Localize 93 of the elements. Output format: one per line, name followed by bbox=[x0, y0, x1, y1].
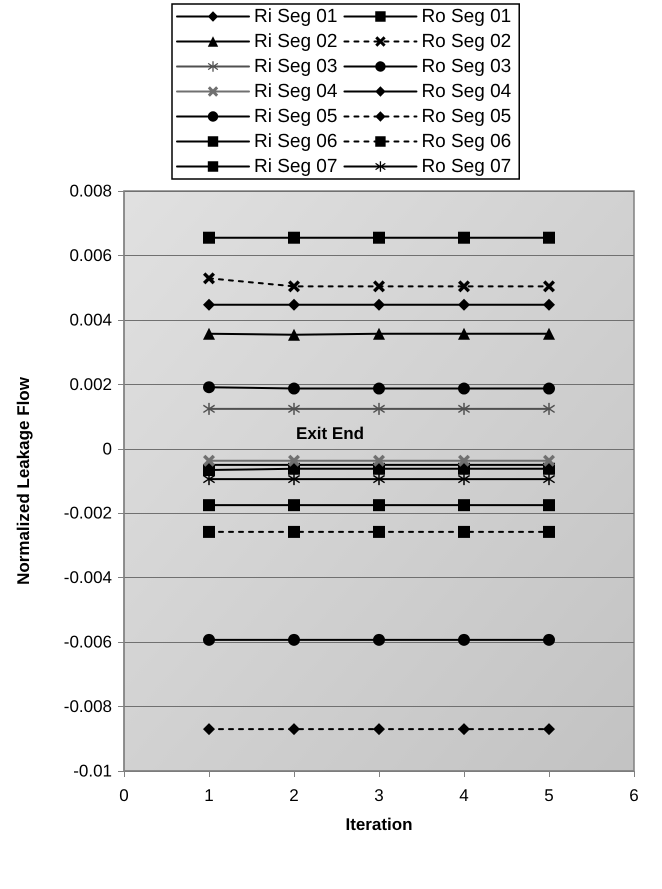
x-axis-title: Iteration bbox=[345, 815, 413, 834]
point bbox=[373, 499, 385, 512]
legend-label: Ri Seg 04 bbox=[254, 81, 338, 102]
y-tick-label: -0.002 bbox=[64, 504, 112, 523]
point bbox=[543, 499, 555, 512]
x-tick-label: 1 bbox=[204, 786, 214, 805]
y-tick-label: -0.004 bbox=[64, 568, 112, 588]
point bbox=[458, 526, 470, 538]
legend-label: Ri Seg 02 bbox=[254, 31, 338, 52]
point bbox=[543, 473, 555, 486]
point bbox=[203, 634, 215, 646]
point bbox=[373, 280, 385, 292]
x-tick-label: 3 bbox=[374, 786, 384, 805]
y-tick-label: 0.008 bbox=[69, 182, 112, 200]
point bbox=[373, 634, 385, 646]
y-axis-title: Normalized Leakage Flow bbox=[14, 376, 33, 585]
point bbox=[373, 328, 385, 340]
point bbox=[458, 328, 470, 340]
point bbox=[543, 634, 555, 646]
point bbox=[458, 280, 470, 292]
x-tick-label: 2 bbox=[289, 786, 299, 805]
point bbox=[458, 473, 470, 486]
y-tick-label: -0.01 bbox=[73, 762, 112, 780]
point bbox=[203, 298, 215, 311]
point bbox=[543, 382, 555, 395]
point bbox=[543, 232, 555, 244]
point bbox=[288, 454, 300, 467]
legend-label: Ri Seg 07 bbox=[254, 156, 338, 177]
point bbox=[543, 723, 555, 736]
point bbox=[288, 526, 300, 538]
legend-label: Ro Seg 04 bbox=[421, 81, 512, 102]
y-tick-label: 0.004 bbox=[69, 310, 112, 330]
point bbox=[203, 381, 215, 394]
point bbox=[288, 402, 300, 415]
point bbox=[543, 298, 555, 311]
point bbox=[203, 526, 215, 538]
point bbox=[543, 454, 555, 467]
point bbox=[203, 402, 215, 415]
x-tick-label: 5 bbox=[544, 786, 554, 805]
point bbox=[288, 280, 300, 292]
point bbox=[288, 298, 300, 311]
legend-label: Ro Seg 06 bbox=[421, 131, 512, 152]
point bbox=[288, 328, 300, 341]
point bbox=[543, 402, 555, 415]
legend-label: Ri Seg 03 bbox=[254, 56, 338, 77]
point bbox=[458, 402, 470, 415]
point bbox=[288, 232, 300, 244]
point bbox=[458, 723, 470, 736]
x-tick-label: 0 bbox=[119, 786, 129, 805]
legend-label: Ro Seg 03 bbox=[421, 56, 512, 77]
point bbox=[203, 272, 215, 284]
point bbox=[373, 473, 385, 486]
point bbox=[458, 382, 470, 395]
point bbox=[543, 280, 555, 292]
legend-label: Ro Seg 01 bbox=[421, 6, 512, 27]
point bbox=[373, 723, 385, 736]
point bbox=[373, 298, 385, 311]
legend-label: Ri Seg 05 bbox=[254, 106, 338, 127]
point bbox=[458, 232, 470, 244]
point bbox=[458, 454, 470, 467]
point bbox=[203, 499, 215, 512]
x-tick-label: 6 bbox=[629, 786, 639, 805]
point bbox=[373, 526, 385, 538]
x-tick-label: 4 bbox=[459, 786, 469, 805]
point bbox=[203, 723, 215, 736]
point bbox=[203, 232, 215, 244]
y-tick-label: 0.006 bbox=[69, 246, 112, 265]
point bbox=[458, 298, 470, 311]
legend-label: Ri Seg 01 bbox=[254, 6, 338, 27]
y-tick-label: -0.008 bbox=[64, 697, 112, 716]
legend-label: Ro Seg 02 bbox=[421, 31, 512, 52]
point bbox=[458, 499, 470, 512]
point bbox=[373, 402, 385, 415]
y-tick-label: 0.002 bbox=[69, 374, 112, 394]
y-tick-label: -0.006 bbox=[64, 632, 112, 652]
point bbox=[288, 382, 300, 395]
point bbox=[458, 634, 470, 646]
point bbox=[543, 328, 555, 340]
legend-label: Ro Seg 05 bbox=[421, 106, 512, 127]
point bbox=[373, 232, 385, 244]
point bbox=[288, 634, 300, 646]
point bbox=[373, 454, 385, 467]
annotation: Exit End bbox=[296, 424, 364, 443]
point bbox=[543, 526, 555, 538]
point bbox=[203, 454, 215, 467]
y-tick-label: 0 bbox=[102, 439, 112, 458]
point bbox=[288, 499, 300, 512]
point bbox=[203, 328, 215, 340]
legend-label: Ri Seg 06 bbox=[254, 131, 338, 152]
point bbox=[288, 473, 300, 486]
point bbox=[373, 382, 385, 395]
point bbox=[288, 723, 300, 736]
legend-label: Ro Seg 07 bbox=[421, 156, 512, 177]
